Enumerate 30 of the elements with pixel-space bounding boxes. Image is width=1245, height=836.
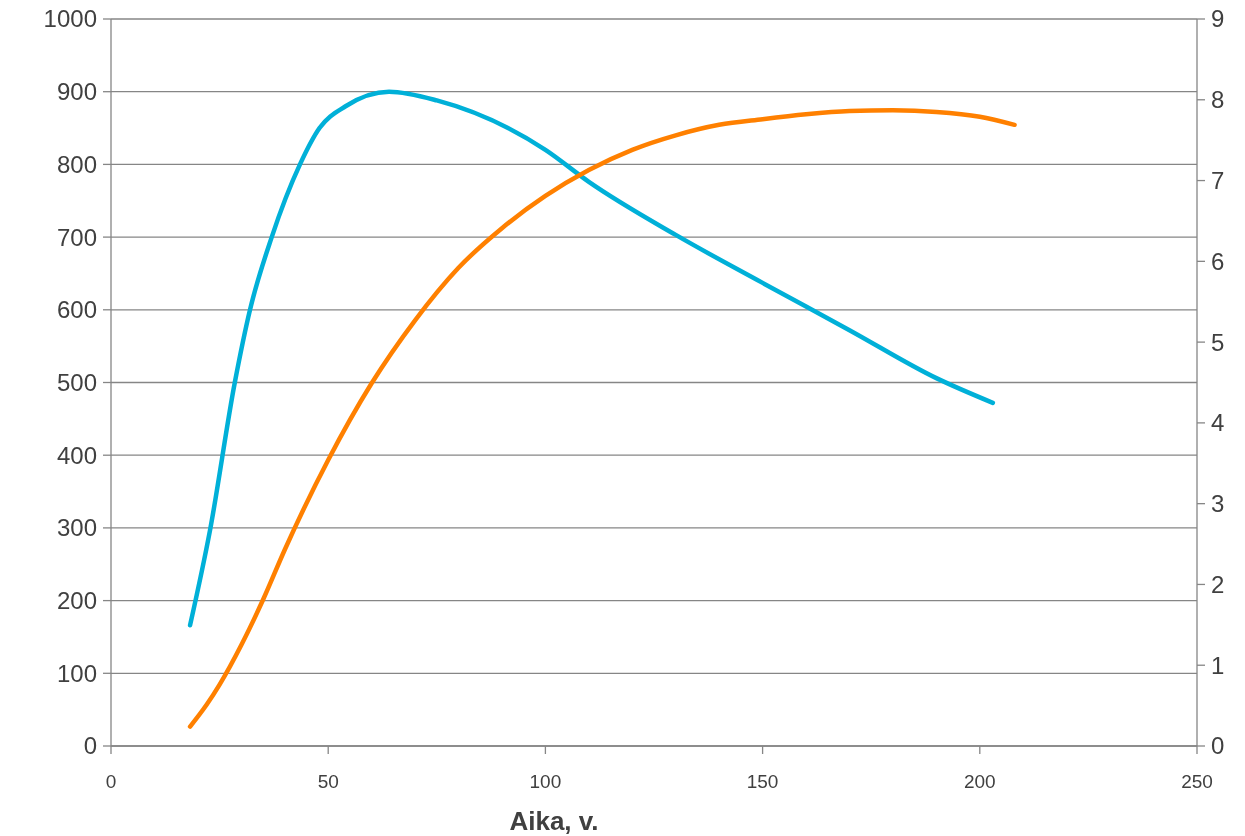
x-tick-label: 150 [746,771,779,792]
y2-tick-label: 6 [1211,247,1225,275]
x-tick-label: 0 [105,771,117,792]
y2-tick-label: 1 [1211,651,1225,679]
y2-tick-label: 0 [1211,732,1225,760]
y-tick-label: 100 [56,659,97,687]
y-tick-label: 500 [56,368,97,396]
y2-tick-label: 7 [1211,166,1225,194]
y-tick-label: 300 [56,514,97,542]
y-tick-label: 0 [83,732,97,760]
x-tick-label: 200 [963,771,996,792]
y-tick-label: 600 [56,296,97,324]
x-tick-label: 250 [1181,771,1213,792]
y-tick-label: 200 [56,587,97,614]
y2-tick-label: 5 [1211,328,1225,356]
y2-tick-label: 3 [1211,490,1225,518]
x-axis-title: Aika, v. [509,806,599,836]
y-tick-label: 800 [56,150,97,178]
x-tick-label: 100 [529,771,562,792]
y2-tick-label: 4 [1211,409,1225,437]
y2-tick-label: 8 [1211,86,1225,114]
line-series [187,89,996,628]
y2-tick-label: 2 [1211,570,1225,598]
x-tick-label: 50 [317,771,339,792]
y-tick-label: 1000 [43,5,97,33]
y2-tick-label: 9 [1211,5,1225,33]
y-tick-label: 700 [56,223,97,251]
line-series [187,108,1017,729]
y-tick-label: 400 [56,441,97,469]
y-tick-label: 900 [56,78,97,106]
